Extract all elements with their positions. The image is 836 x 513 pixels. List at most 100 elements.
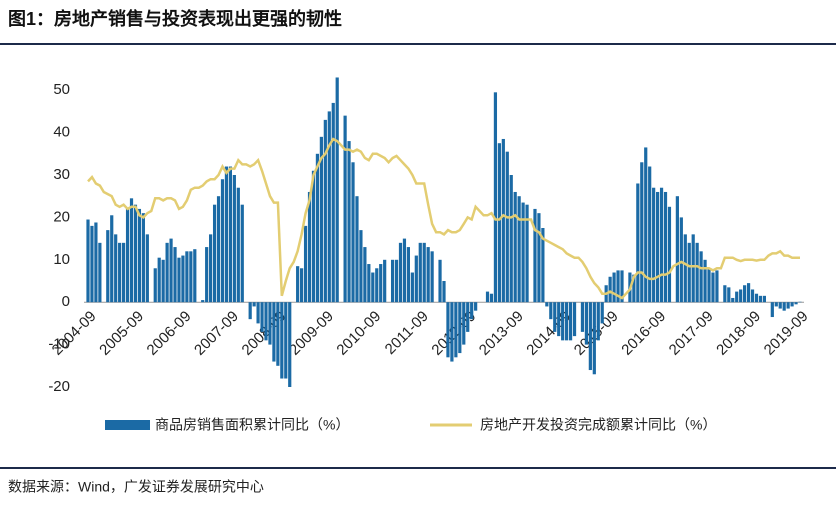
bar: [304, 226, 307, 302]
legend-swatch: [105, 420, 150, 430]
bar: [166, 243, 169, 302]
x-tick-label: 2004-09: [49, 308, 100, 359]
bar: [668, 207, 671, 302]
bar: [498, 143, 501, 302]
bar: [676, 196, 679, 302]
bar: [747, 283, 750, 302]
bar: [118, 243, 121, 302]
legend-label: 房地产开发投资完成额累计同比（%）: [480, 417, 716, 433]
bar: [743, 285, 746, 302]
bar: [589, 302, 592, 370]
y-tick-label: -20: [48, 378, 70, 395]
bar: [328, 111, 331, 302]
bar: [656, 192, 659, 302]
x-tick-label: 2010-09: [333, 308, 384, 359]
bar: [316, 154, 319, 302]
chart-title: 图1：房地产销售与投资表现出更强的韧性: [8, 8, 342, 29]
x-tick-label: 2016-09: [618, 308, 669, 359]
bar: [419, 243, 422, 302]
bar: [205, 247, 208, 302]
bar: [715, 270, 718, 302]
bar: [134, 205, 137, 303]
bar: [664, 192, 667, 302]
bar: [573, 302, 576, 336]
bar: [684, 234, 687, 302]
y-tick-label: 50: [53, 81, 70, 98]
bar: [514, 192, 517, 302]
bar: [640, 162, 643, 302]
bar: [537, 213, 540, 302]
bar: [264, 302, 267, 340]
bar: [612, 273, 615, 303]
bar: [522, 203, 525, 303]
bar: [193, 249, 196, 302]
bar: [308, 192, 311, 302]
bar: [300, 268, 303, 302]
bar: [154, 268, 157, 302]
bar: [711, 273, 714, 303]
bar: [126, 209, 129, 302]
bar: [391, 260, 394, 302]
bar: [233, 175, 236, 302]
bar: [490, 294, 493, 302]
bar: [438, 260, 441, 302]
bar: [142, 213, 145, 302]
source: 数据来源：Wind，广发证券发展研究中心: [8, 479, 264, 495]
bar: [486, 292, 489, 303]
bar: [122, 243, 125, 302]
bar: [494, 92, 497, 302]
bar: [454, 302, 457, 357]
bar: [225, 167, 228, 303]
bar: [585, 302, 588, 344]
x-tick-label: 2017-09: [666, 308, 717, 359]
bar: [506, 152, 509, 303]
bar: [759, 296, 762, 302]
bar: [474, 302, 477, 310]
bar: [256, 302, 259, 323]
bar: [692, 234, 695, 302]
bar: [727, 287, 730, 302]
bar: [688, 243, 691, 302]
bar: [407, 247, 410, 302]
bar: [249, 302, 252, 319]
bar: [288, 302, 291, 387]
bar: [648, 167, 651, 303]
bar: [383, 260, 386, 302]
bar: [272, 302, 275, 361]
bar: [790, 302, 793, 306]
bar: [106, 230, 109, 302]
y-tick-label: 30: [53, 166, 70, 183]
bar: [336, 77, 339, 302]
y-tick-label: 20: [53, 208, 70, 225]
bar: [644, 147, 647, 302]
bar: [221, 179, 224, 302]
bar: [241, 205, 244, 303]
x-tick-label: 2007-09: [191, 308, 242, 359]
bar: [359, 230, 362, 302]
bar: [375, 268, 378, 302]
bar: [502, 139, 505, 302]
bar: [177, 258, 180, 303]
bar: [324, 120, 327, 302]
bar: [158, 258, 161, 303]
bar: [652, 188, 655, 302]
bar: [794, 302, 797, 304]
bar: [581, 302, 584, 332]
bar: [253, 302, 256, 306]
bar: [201, 300, 204, 302]
legend-label: 商品房销售面积累计同比（%）: [155, 417, 349, 433]
bar: [217, 196, 220, 302]
bar: [533, 209, 536, 302]
bar: [450, 302, 453, 361]
bar: [209, 234, 212, 302]
x-tick-label: 2015-09: [571, 308, 622, 359]
bar: [565, 302, 568, 340]
bar: [787, 302, 790, 308]
bar: [680, 217, 683, 302]
bar: [545, 302, 548, 306]
bar: [110, 215, 113, 302]
bar: [751, 289, 754, 302]
bar: [470, 302, 473, 319]
bar: [185, 251, 188, 302]
y-tick-label: 10: [53, 251, 70, 268]
